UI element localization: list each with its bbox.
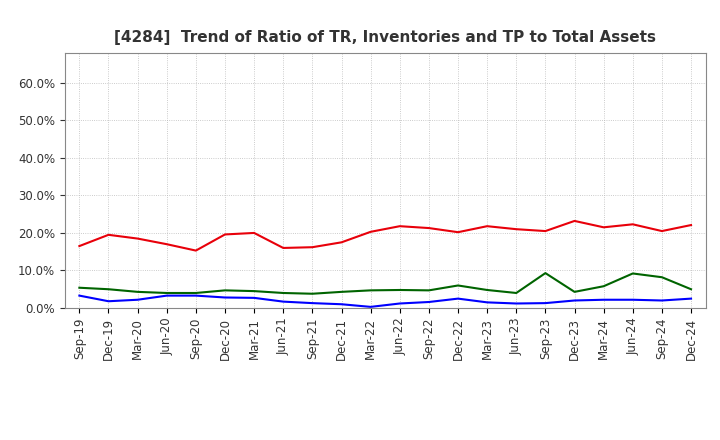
Trade Payables bbox=[279, 290, 287, 296]
Trade Receivables bbox=[104, 232, 113, 238]
Trade Payables bbox=[308, 291, 317, 297]
Trade Payables bbox=[133, 289, 142, 294]
Trade Payables bbox=[512, 290, 521, 296]
Trade Receivables bbox=[75, 243, 84, 249]
Trade Receivables bbox=[163, 242, 171, 247]
Inventories bbox=[657, 298, 666, 303]
Trade Receivables bbox=[133, 236, 142, 241]
Inventories bbox=[512, 301, 521, 306]
Trade Receivables bbox=[483, 224, 492, 229]
Trade Receivables bbox=[425, 225, 433, 231]
Trade Payables bbox=[395, 287, 404, 293]
Inventories bbox=[163, 293, 171, 298]
Trade Receivables bbox=[541, 228, 550, 234]
Trade Payables bbox=[541, 271, 550, 276]
Inventories bbox=[570, 298, 579, 303]
Trade Receivables bbox=[366, 229, 375, 235]
Trade Payables bbox=[250, 289, 258, 294]
Inventories bbox=[104, 299, 113, 304]
Inventories bbox=[599, 297, 608, 302]
Inventories bbox=[133, 297, 142, 302]
Inventories bbox=[483, 300, 492, 305]
Inventories bbox=[541, 301, 550, 306]
Line: Trade Payables: Trade Payables bbox=[79, 273, 691, 294]
Inventories bbox=[279, 299, 287, 304]
Inventories bbox=[250, 295, 258, 301]
Trade Payables bbox=[163, 290, 171, 296]
Trade Receivables bbox=[657, 228, 666, 234]
Line: Trade Receivables: Trade Receivables bbox=[79, 221, 691, 251]
Trade Payables bbox=[599, 284, 608, 289]
Inventories bbox=[687, 296, 696, 301]
Trade Receivables bbox=[250, 230, 258, 235]
Trade Payables bbox=[75, 285, 84, 290]
Inventories bbox=[220, 295, 229, 300]
Trade Payables bbox=[687, 286, 696, 292]
Trade Payables bbox=[104, 286, 113, 292]
Trade Receivables bbox=[512, 227, 521, 232]
Inventories bbox=[337, 301, 346, 307]
Inventories bbox=[629, 297, 637, 302]
Trade Receivables bbox=[279, 246, 287, 251]
Trade Payables bbox=[425, 288, 433, 293]
Inventories bbox=[366, 304, 375, 309]
Trade Payables bbox=[220, 288, 229, 293]
Line: Inventories: Inventories bbox=[79, 296, 691, 307]
Inventories bbox=[308, 301, 317, 306]
Trade Payables bbox=[483, 287, 492, 293]
Trade Receivables bbox=[629, 222, 637, 227]
Trade Receivables bbox=[570, 218, 579, 224]
Trade Payables bbox=[629, 271, 637, 276]
Trade Receivables bbox=[308, 245, 317, 250]
Trade Receivables bbox=[687, 223, 696, 228]
Trade Receivables bbox=[599, 225, 608, 230]
Trade Payables bbox=[570, 289, 579, 294]
Trade Receivables bbox=[454, 230, 462, 235]
Trade Receivables bbox=[395, 224, 404, 229]
Trade Receivables bbox=[220, 232, 229, 237]
Trade Payables bbox=[454, 283, 462, 288]
Inventories bbox=[75, 293, 84, 298]
Trade Payables bbox=[337, 289, 346, 294]
Trade Receivables bbox=[337, 240, 346, 245]
Title: [4284]  Trend of Ratio of TR, Inventories and TP to Total Assets: [4284] Trend of Ratio of TR, Inventories… bbox=[114, 29, 656, 45]
Trade Payables bbox=[657, 275, 666, 280]
Trade Receivables bbox=[192, 248, 200, 253]
Trade Payables bbox=[366, 288, 375, 293]
Inventories bbox=[395, 301, 404, 306]
Inventories bbox=[192, 293, 200, 298]
Inventories bbox=[454, 296, 462, 301]
Trade Payables bbox=[192, 290, 200, 296]
Inventories bbox=[425, 299, 433, 304]
